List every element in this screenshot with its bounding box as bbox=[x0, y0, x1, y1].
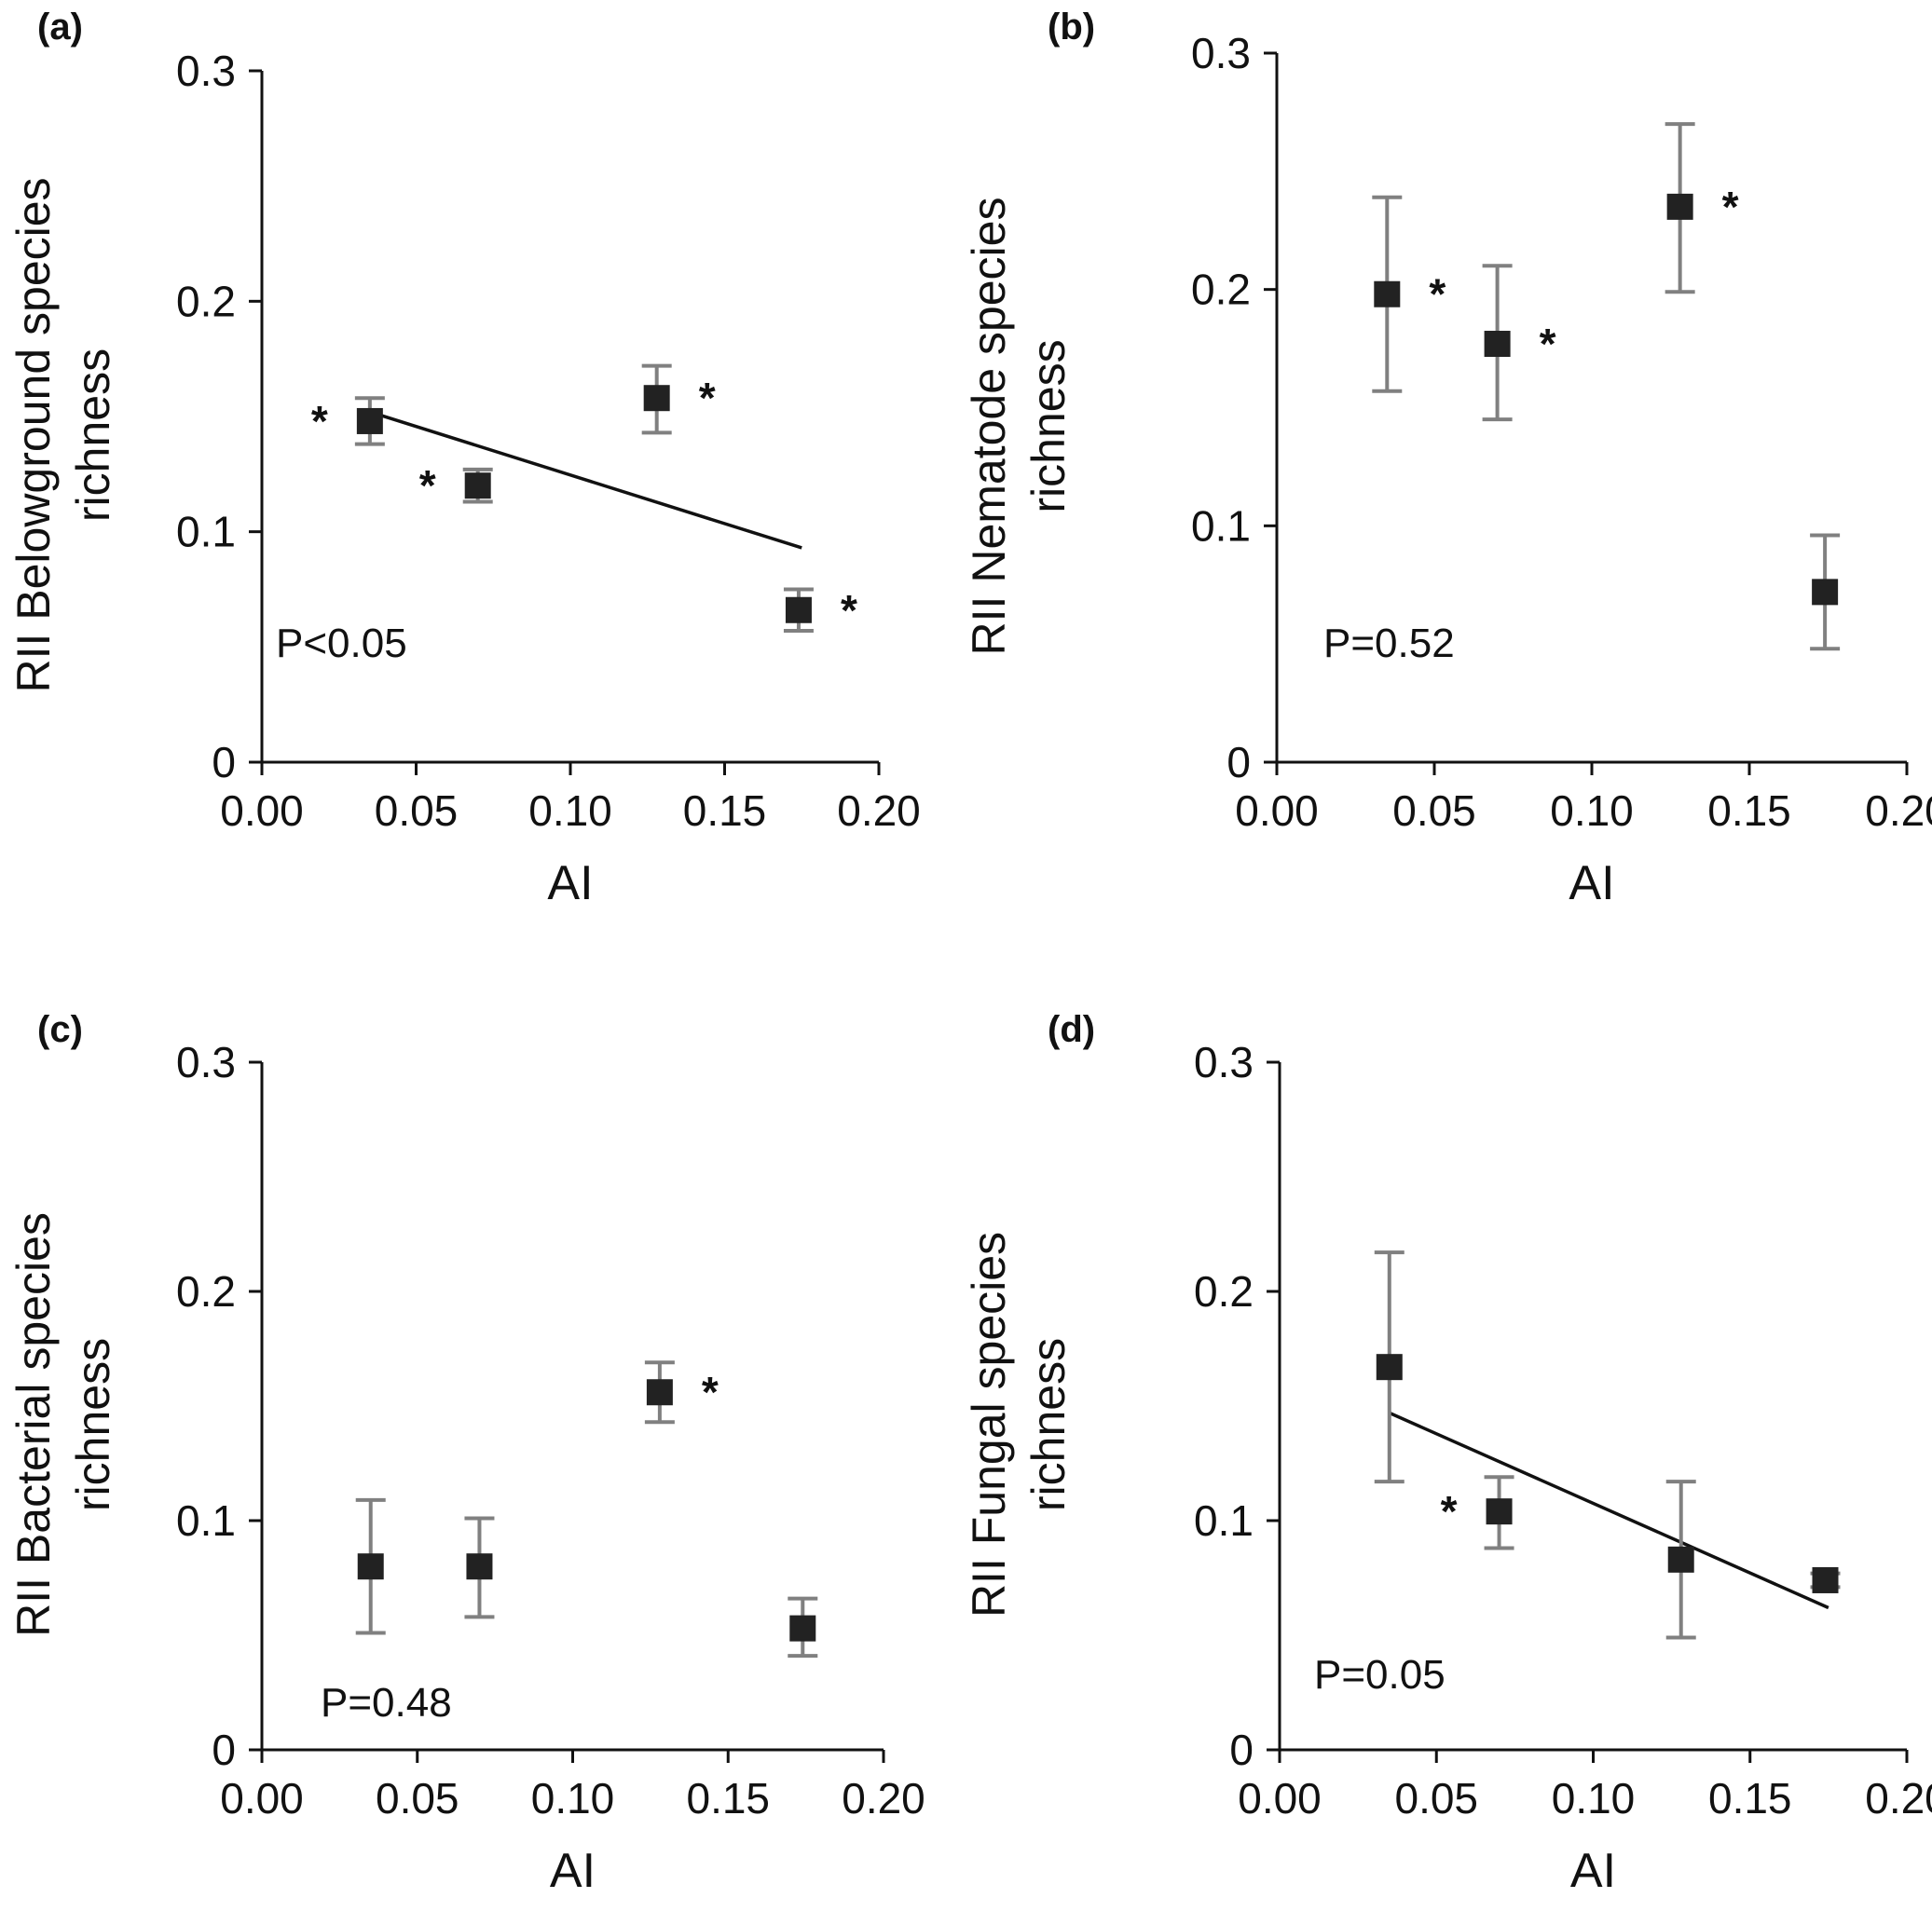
data-point bbox=[464, 472, 491, 499]
significance-mark: * bbox=[419, 461, 436, 510]
x-tick-label: 0.15 bbox=[686, 1774, 770, 1823]
x-axis-title: AI bbox=[1569, 856, 1614, 910]
panel-letter: (a) bbox=[37, 7, 83, 48]
p-value-label: P=0.48 bbox=[321, 1680, 452, 1726]
y-tick-label: 0.2 bbox=[1194, 1267, 1254, 1316]
data-point bbox=[1376, 1354, 1403, 1381]
data-point bbox=[1667, 1546, 1694, 1573]
y-axis-title: RII Nematode species richness bbox=[963, 198, 1075, 656]
x-tick-label: 0.20 bbox=[1865, 1774, 1932, 1823]
y-tick-label: 0.1 bbox=[1194, 1496, 1254, 1545]
data-point bbox=[1486, 1498, 1513, 1525]
y-axis-title: RII Bacterial species richness bbox=[7, 1212, 119, 1637]
y-axis-title-line: richness bbox=[67, 1338, 119, 1511]
y-axis-title-line: RII Nematode species bbox=[963, 198, 1015, 656]
data-point bbox=[1812, 579, 1839, 606]
y-tick-label: 0 bbox=[212, 1726, 236, 1774]
panel-b: (b) 0 0.1 0.2 0.3 0.00 0.05 0.10 0.15 0.20 AI RII N… bbox=[963, 7, 1932, 910]
y-axis-title-line: RII Fungal species bbox=[963, 1232, 1015, 1618]
data-point bbox=[466, 1553, 493, 1580]
data-point bbox=[643, 385, 670, 412]
x-tick-label: 0.15 bbox=[1708, 1774, 1792, 1823]
x-tick-label: 0.00 bbox=[1235, 786, 1319, 835]
significance-mark: * bbox=[699, 374, 716, 422]
y-axis-title: RII Fungal species richness bbox=[963, 1232, 1075, 1618]
x-axis-title: AI bbox=[547, 856, 593, 910]
x-tick-label: 0.05 bbox=[1392, 786, 1476, 835]
x-tick-label: 0.00 bbox=[1238, 1774, 1322, 1823]
data-point bbox=[357, 1553, 384, 1580]
x-tick-label: 0.00 bbox=[220, 1774, 304, 1823]
y-tick-label: 0.1 bbox=[176, 1496, 236, 1545]
x-axis-title: AI bbox=[1570, 1844, 1616, 1898]
panel-c: (c) 0 0.1 0.2 0.3 0.00 0.05 0.10 0.15 0.20 AI RII B… bbox=[7, 1009, 925, 1898]
x-axis-title: AI bbox=[550, 1844, 596, 1898]
x-tick-label: 0.20 bbox=[1865, 786, 1932, 835]
panel-a: (a) 0 0.1 0.2 0.3 0.00 0.05 0.10 0.15 0.20 AI RII B… bbox=[7, 7, 921, 910]
p-value-label: P=0.05 bbox=[1314, 1652, 1446, 1698]
x-tick-label: 0.05 bbox=[376, 1774, 459, 1823]
y-tick-label: 0 bbox=[212, 738, 236, 786]
x-tick-label: 0.15 bbox=[683, 786, 767, 835]
y-axis-title-line: RII Bacterial species bbox=[7, 1212, 60, 1637]
significance-mark: * bbox=[1441, 1487, 1458, 1536]
x-tick-label: 0.20 bbox=[842, 1774, 925, 1823]
p-value-label: P<0.05 bbox=[276, 621, 407, 666]
x-tick-label: 0.15 bbox=[1707, 786, 1791, 835]
y-axis-title: RII Belowground species richness bbox=[7, 177, 119, 692]
trend-line bbox=[369, 410, 802, 550]
y-tick-label: 0.2 bbox=[176, 1267, 236, 1316]
y-tick-label: 0.1 bbox=[1191, 501, 1251, 550]
data-point bbox=[1374, 280, 1401, 307]
panel-letter: (c) bbox=[37, 1009, 83, 1050]
panel-letter: (d) bbox=[1048, 1009, 1095, 1050]
y-tick-label: 0.3 bbox=[1194, 1038, 1254, 1086]
y-tick-label: 0.3 bbox=[1191, 29, 1251, 77]
y-tick-label: 0 bbox=[1226, 738, 1251, 786]
y-tick-label: 0.2 bbox=[176, 277, 236, 325]
significance-mark: * bbox=[1540, 320, 1556, 368]
x-tick-label: 0.10 bbox=[531, 1774, 615, 1823]
data-point bbox=[1812, 1566, 1839, 1593]
data-point bbox=[785, 596, 812, 623]
significance-mark: * bbox=[841, 586, 857, 635]
x-tick-label: 0.20 bbox=[837, 786, 921, 835]
significance-mark: * bbox=[1722, 183, 1739, 231]
x-tick-label: 0.10 bbox=[1552, 1774, 1636, 1823]
data-point bbox=[356, 407, 383, 434]
y-tick-label: 0.1 bbox=[176, 508, 236, 556]
y-axis-title-line: richness bbox=[1022, 1338, 1075, 1511]
data-point bbox=[1666, 193, 1693, 220]
significance-mark: * bbox=[702, 1368, 719, 1416]
x-tick-label: 0.10 bbox=[1550, 786, 1634, 835]
y-tick-label: 0.3 bbox=[176, 47, 236, 95]
data-point bbox=[789, 1615, 816, 1642]
x-tick-label: 0.05 bbox=[375, 786, 459, 835]
y-axis-title-line: richness bbox=[1022, 339, 1075, 512]
y-axis-title-line: richness bbox=[67, 348, 119, 522]
x-tick-label: 0.10 bbox=[528, 786, 612, 835]
y-tick-label: 0.2 bbox=[1191, 266, 1251, 314]
panel-letter: (b) bbox=[1048, 7, 1095, 48]
trend-line bbox=[1389, 1411, 1829, 1610]
p-value-label: P=0.52 bbox=[1323, 621, 1455, 666]
data-point bbox=[646, 1379, 673, 1406]
y-axis-title-line: RII Belowground species bbox=[7, 177, 60, 692]
data-point bbox=[1484, 331, 1511, 358]
panel-d: (d) 0 0.1 0.2 0.3 0.00 0.05 0.10 0.15 0.20 AI RII F… bbox=[963, 1009, 1932, 1898]
y-tick-label: 0 bbox=[1229, 1726, 1254, 1774]
x-tick-label: 0.05 bbox=[1394, 1774, 1478, 1823]
y-tick-label: 0.3 bbox=[176, 1038, 236, 1086]
significance-mark: * bbox=[311, 397, 328, 445]
x-tick-label: 0.00 bbox=[220, 786, 304, 835]
significance-mark: * bbox=[1429, 270, 1446, 319]
